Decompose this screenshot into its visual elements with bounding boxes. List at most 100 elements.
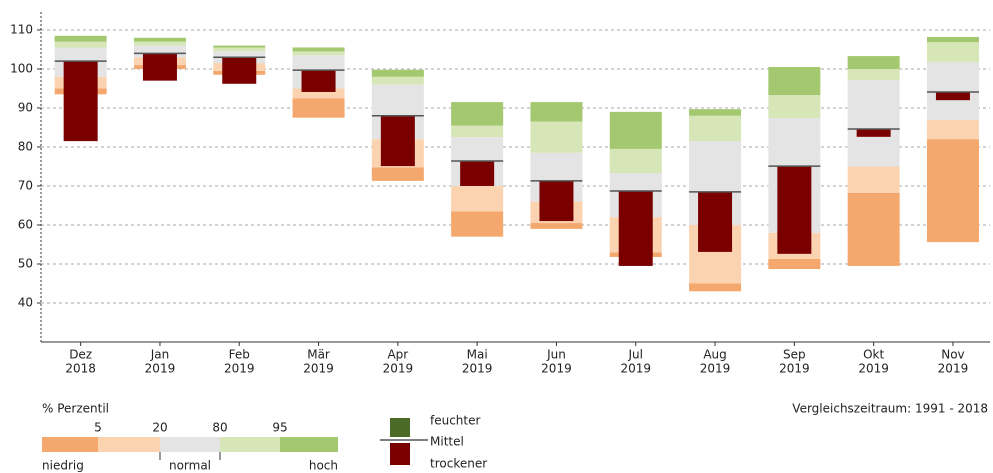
percentile-band [530, 102, 583, 122]
percentile-band [847, 56, 900, 69]
y-tick-label: 70 [18, 178, 33, 192]
current-bar [301, 70, 336, 92]
legend-mean: Mittel [430, 435, 464, 449]
percentile-band [371, 167, 424, 181]
percentile-band [451, 125, 504, 138]
percentile-band [847, 68, 900, 80]
x-tick-label: Sep [783, 348, 806, 362]
legend-low: niedrig [42, 459, 84, 473]
current-bar [222, 57, 257, 84]
current-bar [380, 115, 415, 167]
percentile-band [133, 37, 186, 42]
percentile-band [768, 95, 821, 119]
note: Vergleichszeitraum: 1991 - 2018 [792, 402, 988, 416]
x-tick-label: 2019 [224, 362, 255, 376]
percentile-band [926, 139, 979, 243]
percentile-band [371, 76, 424, 85]
x-tick-label: Okt [863, 348, 884, 362]
x-tick-label: 2018 [65, 362, 96, 376]
legend-swatch [160, 437, 220, 452]
x-tick-label: 2019 [303, 362, 334, 376]
percentile-band [371, 69, 424, 77]
legend-swatch [42, 437, 98, 452]
x-tick-label: Jun [546, 348, 566, 362]
y-tick-label: 100 [10, 61, 33, 75]
percentile-band [847, 192, 900, 266]
current-bar [618, 191, 653, 266]
percentile-band [689, 115, 742, 142]
y-tick-label: 40 [18, 295, 33, 309]
percentile-band [133, 41, 186, 46]
percentile-band [451, 102, 504, 126]
x-tick-label: Aug [703, 348, 726, 362]
percentile-band [451, 185, 504, 212]
percentile-band [213, 45, 266, 48]
percentile-band [847, 79, 900, 167]
percentile-band [292, 51, 345, 56]
y-tick-label: 90 [18, 100, 33, 114]
percentile-band [926, 61, 979, 121]
legend-wet: feuchter [430, 414, 481, 428]
x-tick-label: 2019 [383, 362, 414, 376]
current-bar [856, 129, 891, 137]
legend-dry: trockener [430, 457, 487, 471]
percentile-band [847, 166, 900, 193]
percentile-band [768, 258, 821, 270]
x-tick-label: Apr [387, 348, 408, 362]
y-tick-label: 60 [18, 217, 33, 231]
x-tick-label: 2019 [145, 362, 176, 376]
legend-swatch [98, 437, 160, 452]
percentile-band [133, 45, 186, 58]
current-bar [698, 191, 733, 252]
percentile-band [926, 36, 979, 43]
legend-title: % Perzentil [42, 402, 109, 416]
percentile-band [292, 47, 345, 52]
y-tick-label: 110 [10, 22, 33, 36]
percentile-band [609, 148, 662, 174]
x-tick-label: Dez [69, 348, 92, 362]
legend-swatch [220, 437, 280, 452]
y-tick-label: 50 [18, 256, 33, 270]
percentile-band [54, 35, 107, 42]
x-tick-label: 2019 [620, 362, 651, 376]
current-bar [142, 53, 177, 81]
percentile-band [926, 42, 979, 62]
percentile-band [54, 41, 107, 48]
x-tick-label: 2019 [779, 362, 810, 376]
percentile-band [689, 109, 742, 116]
percentile-band [926, 120, 979, 140]
current-bar [777, 166, 812, 254]
x-tick-label: Jul [628, 348, 643, 362]
y-tick-label: 80 [18, 139, 33, 153]
legend-tick-label: 20 [152, 421, 167, 435]
percentile-band [451, 211, 504, 237]
x-tick-label: Feb [229, 348, 250, 362]
percentile-band [292, 98, 345, 118]
legend-wet-swatch [390, 418, 410, 437]
x-tick-label: 2019 [700, 362, 731, 376]
x-tick-label: 2019 [938, 362, 969, 376]
percentile-band [689, 283, 742, 292]
current-bar [935, 91, 970, 101]
legend-high: hoch [309, 459, 338, 473]
legend-tick-label: 95 [272, 421, 287, 435]
percentile-band [292, 88, 345, 99]
percentile-band [530, 121, 583, 153]
percentile-band [768, 67, 821, 96]
legend-normal: normal [169, 459, 211, 473]
x-tick-label: 2019 [462, 362, 493, 376]
x-tick-label: 2019 [858, 362, 889, 376]
percentile-band [609, 111, 662, 149]
x-tick-label: Nov [941, 348, 964, 362]
x-tick-label: 2019 [541, 362, 572, 376]
legend-swatch [280, 437, 338, 452]
current-bar [63, 61, 98, 142]
x-tick-label: Mai [467, 348, 488, 362]
legend-tick-label: 80 [212, 421, 227, 435]
percentile-band [530, 223, 583, 229]
current-bar [539, 180, 574, 222]
legend-tick-label: 5 [94, 421, 102, 435]
current-bar [460, 161, 495, 186]
x-tick-label: Mär [307, 348, 330, 362]
